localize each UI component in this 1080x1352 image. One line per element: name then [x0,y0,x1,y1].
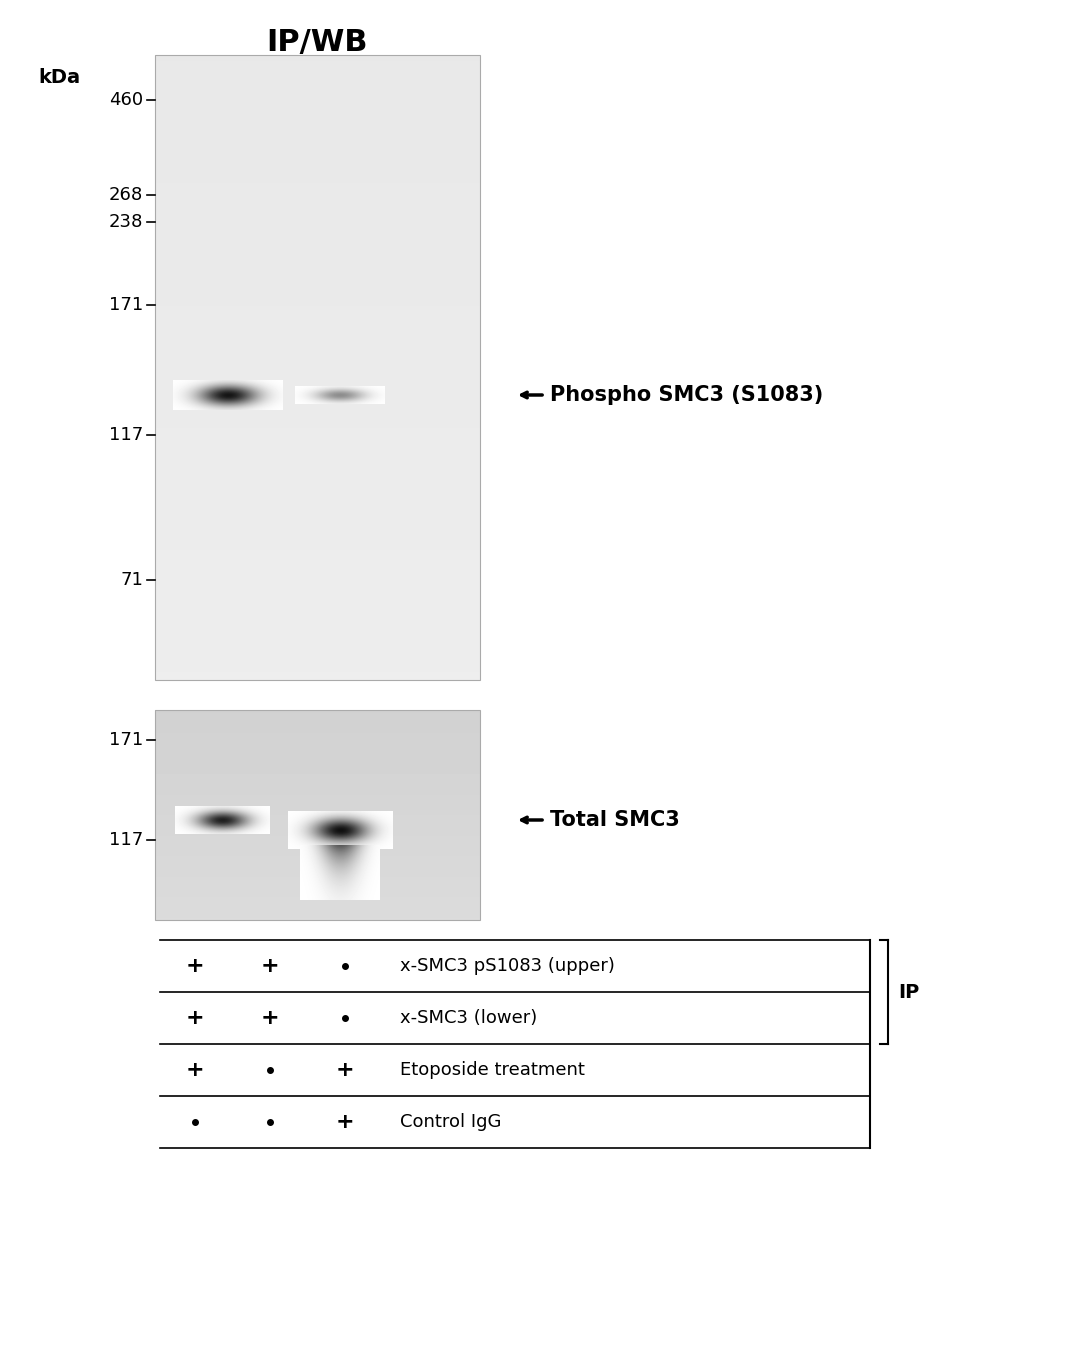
Bar [156,710,480,919]
Text: 117: 117 [109,426,143,443]
Text: +: + [260,1009,280,1028]
Text: +: + [186,1009,204,1028]
Text: +: + [186,1060,204,1080]
Text: x-SMC3 pS1083 (upper): x-SMC3 pS1083 (upper) [400,957,615,975]
Text: IP: IP [897,983,919,1002]
Text: +: + [336,1111,354,1132]
Text: 460: 460 [109,91,143,110]
Text: 238: 238 [109,214,143,231]
Text: 171: 171 [109,296,143,314]
Text: 117: 117 [109,831,143,849]
Text: 171: 171 [109,731,143,749]
Text: Phospho SMC3 (S1083): Phospho SMC3 (S1083) [550,385,823,406]
Text: 268: 268 [109,187,143,204]
Text: 71: 71 [120,571,143,589]
Text: Etoposide treatment: Etoposide treatment [400,1061,585,1079]
Text: IP/WB: IP/WB [267,28,368,57]
Text: kDa: kDa [38,68,80,87]
Text: Control IgG: Control IgG [400,1113,501,1132]
Text: Total SMC3: Total SMC3 [550,810,679,830]
Text: +: + [336,1060,354,1080]
Text: x-SMC3 (lower): x-SMC3 (lower) [400,1009,537,1028]
Text: +: + [186,956,204,976]
Bar [156,55,480,680]
Text: +: + [260,956,280,976]
